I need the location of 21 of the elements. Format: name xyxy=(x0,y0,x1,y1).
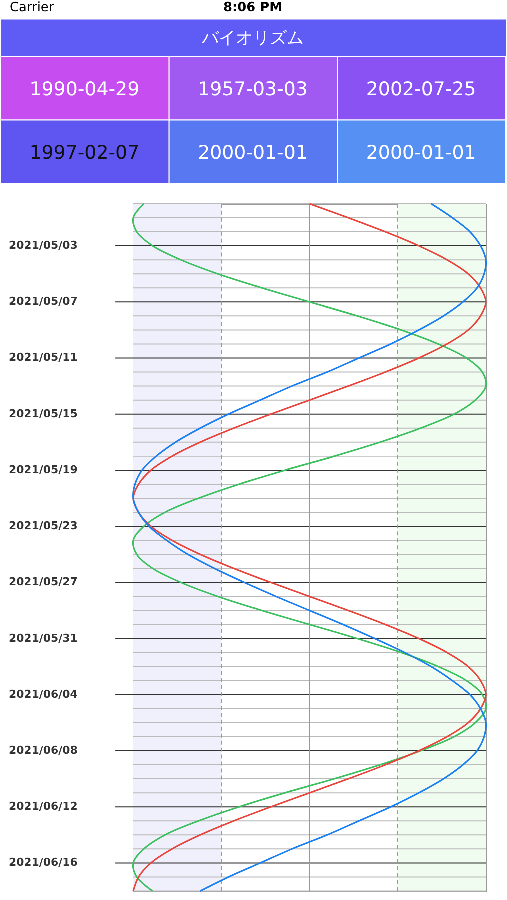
y-tick-label: 2021/05/11 xyxy=(8,351,78,364)
text: Carrier xyxy=(10,0,55,16)
y-tick-label: 2021/05/19 xyxy=(8,463,78,476)
y-tick-label: 2021/06/04 xyxy=(8,688,78,701)
text: 2000-01-01 xyxy=(366,142,476,164)
chart-title: バイオリズム xyxy=(201,28,304,48)
y-tick-label: 2021/05/23 xyxy=(8,520,78,533)
text: 1990-04-29 xyxy=(30,78,140,100)
text: 1957-03-03 xyxy=(198,78,308,100)
y-tick-label: 2021/06/12 xyxy=(8,800,78,814)
y-tick-label: 2021/05/15 xyxy=(8,407,78,420)
y-tick-label: 2021/05/07 xyxy=(8,295,78,308)
text: 8:06 PM xyxy=(223,0,283,16)
text: 2002-07-25 xyxy=(366,78,476,100)
y-tick-label: 2021/06/08 xyxy=(8,744,78,757)
y-tick-label: 2021/06/16 xyxy=(8,856,78,870)
y-tick-label: 2021/05/27 xyxy=(8,576,78,589)
y-tick-label: 2021/05/31 xyxy=(8,632,78,645)
text: 1997-02-07 xyxy=(30,142,140,164)
text: 2000-01-01 xyxy=(198,142,308,164)
y-tick-label: 2021/05/03 xyxy=(8,239,78,252)
